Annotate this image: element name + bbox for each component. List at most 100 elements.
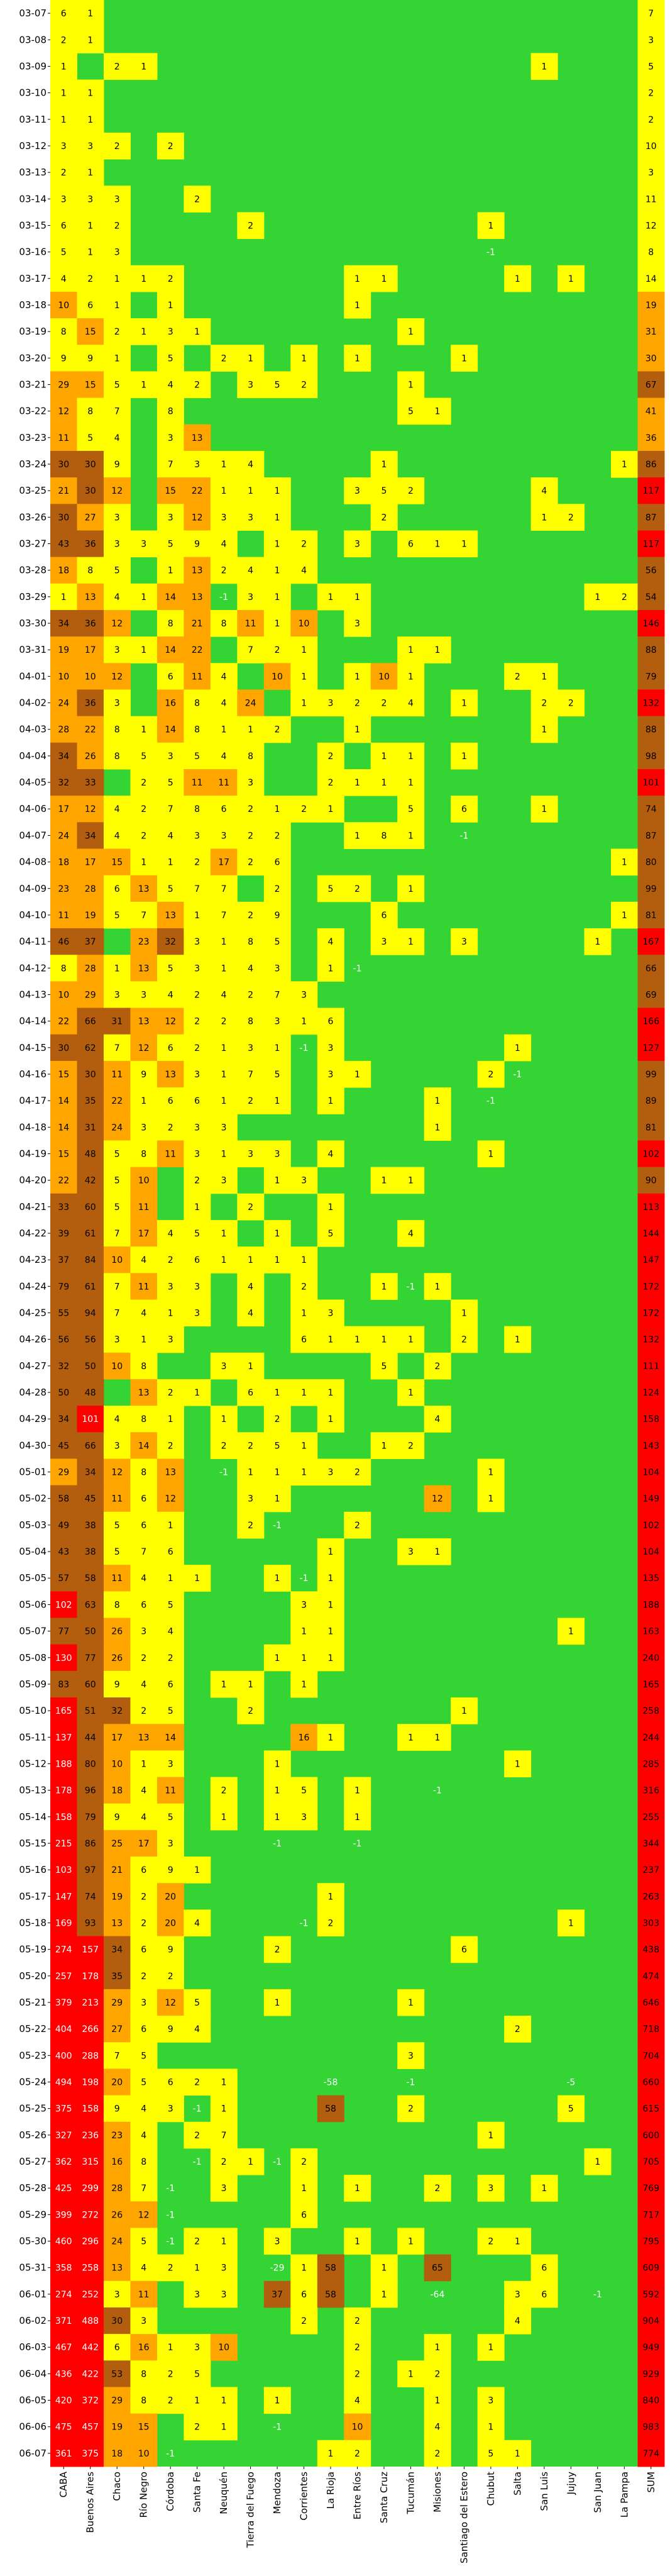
heatmap-cell xyxy=(237,955,265,982)
heatmap-cell xyxy=(237,1273,265,1300)
cell-value: 2 xyxy=(168,1972,173,1982)
cell-value: 113 xyxy=(642,1202,659,1213)
heatmap-cell xyxy=(184,981,211,1009)
cell-value: 1 xyxy=(461,353,467,364)
cell-value: -1 xyxy=(300,1574,309,1584)
cell-value: 56 xyxy=(58,1335,69,1345)
heatmap-cell xyxy=(77,1565,104,1592)
cell-value: 1 xyxy=(221,1255,227,1265)
heatmap-cell xyxy=(103,822,131,850)
heatmap-cell xyxy=(210,2228,238,2255)
cell-value: 1 xyxy=(221,1043,227,1053)
row-label: 05-22 xyxy=(19,2023,47,2035)
heatmap-cell xyxy=(50,238,77,266)
cell-value: 117 xyxy=(642,540,659,550)
cell-value: 1 xyxy=(488,221,493,231)
heatmap-cell xyxy=(77,1883,104,1910)
cell-value: 1 xyxy=(434,540,440,550)
cell-value: 3 xyxy=(168,1759,173,1769)
cell-value: 296 xyxy=(82,2237,99,2247)
heatmap-cell xyxy=(290,2148,318,2175)
heatmap-cell xyxy=(50,265,77,292)
heatmap-cell xyxy=(157,901,184,929)
heatmap-cell xyxy=(317,1618,344,1645)
heatmap-cell xyxy=(50,689,77,717)
column-label: Jujuy xyxy=(565,2472,576,2496)
cell-value: 1 xyxy=(408,778,414,788)
heatmap-cell xyxy=(103,2440,131,2467)
heatmap-cell xyxy=(130,1193,158,1221)
cell-value: 21 xyxy=(111,1865,123,1875)
heatmap-cell xyxy=(77,822,104,850)
heatmap-cell xyxy=(237,504,265,531)
row-label: 03-21 xyxy=(19,379,47,390)
cell-value: 31 xyxy=(111,1017,123,1027)
heatmap-cell xyxy=(50,53,77,80)
cell-value: 10 xyxy=(218,2343,229,2353)
cell-value: 11 xyxy=(165,1149,176,1159)
heatmap-cell xyxy=(157,796,184,823)
cell-value: 3 xyxy=(221,2290,227,2300)
heatmap-cell xyxy=(103,2254,131,2282)
cell-value: 11 xyxy=(138,1202,150,1213)
cell-value: 132 xyxy=(642,1335,659,1345)
cell-value: 1 xyxy=(515,1759,520,1769)
heatmap-cell xyxy=(263,1485,291,1513)
cell-value: 717 xyxy=(642,2210,659,2220)
heatmap-cell xyxy=(210,477,238,504)
cell-value: 19 xyxy=(58,645,69,655)
cell-value: 4 xyxy=(221,990,227,1000)
cell-value: 1 xyxy=(248,1362,253,1372)
cell-value: 49 xyxy=(58,1521,69,1531)
heatmap-cell xyxy=(530,477,558,504)
heatmap-cell xyxy=(424,1724,451,1751)
row-label: 03-16 xyxy=(19,247,47,258)
heatmap-cell xyxy=(237,796,265,823)
cell-value: 1 xyxy=(354,1813,360,1823)
heatmap-cell xyxy=(637,132,665,160)
heatmap-cell xyxy=(237,371,265,399)
heatmap-cell xyxy=(50,2387,77,2414)
cell-value: 1 xyxy=(328,1733,334,1743)
cell-value: 14 xyxy=(165,725,176,735)
cell-value: 1 xyxy=(87,9,93,19)
cell-value: 2 xyxy=(248,1521,253,1531)
cell-value: -1 xyxy=(406,1282,415,1292)
cell-value: 97 xyxy=(85,1865,96,1875)
heatmap-cell xyxy=(263,2387,291,2414)
heatmap-cell xyxy=(77,1803,104,1831)
heatmap-cell xyxy=(50,1114,77,1141)
row-label: 04-23 xyxy=(19,1254,47,1265)
heatmap-cell xyxy=(103,1644,131,1672)
cell-value: 67 xyxy=(645,380,657,390)
row-label: 04-29 xyxy=(19,1413,47,1424)
cell-value: 3 xyxy=(114,248,120,258)
cell-value: 5 xyxy=(168,884,173,894)
cell-value: 13 xyxy=(192,433,203,443)
row-label: 04-02 xyxy=(19,697,47,709)
heatmap-cell xyxy=(317,2095,344,2123)
heatmap-cell xyxy=(317,1008,344,1035)
heatmap-cell xyxy=(530,504,558,531)
cell-value: 4 xyxy=(248,460,253,470)
cell-value: 30 xyxy=(58,1043,69,1053)
cell-value: 39 xyxy=(58,1229,69,1239)
cell-value: 12 xyxy=(138,2210,150,2220)
heatmap-cell xyxy=(77,928,104,955)
heatmap-cell xyxy=(184,1167,211,1194)
heatmap-cell xyxy=(130,2228,158,2255)
heatmap-cell xyxy=(130,1857,158,1884)
heatmap-cell xyxy=(210,689,238,717)
cell-value: 16 xyxy=(138,2343,150,2353)
heatmap-cell xyxy=(263,928,291,955)
cell-value: 4 xyxy=(114,433,120,443)
cell-value: 4 xyxy=(221,699,227,709)
cell-value: 2 xyxy=(248,831,253,841)
cell-value: 6 xyxy=(461,1945,467,1955)
cell-value: 1 xyxy=(61,592,67,602)
cell-value: 1 xyxy=(328,592,334,602)
heatmap-cell xyxy=(77,716,104,743)
heatmap-cell xyxy=(50,2280,77,2308)
cell-value: 4 xyxy=(248,566,253,576)
row-label: 04-09 xyxy=(19,883,47,894)
